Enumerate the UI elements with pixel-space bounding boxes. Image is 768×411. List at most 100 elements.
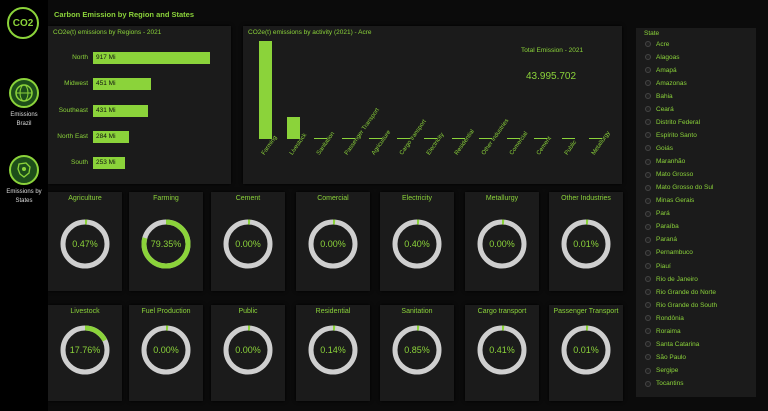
radio-icon[interactable]: [645, 276, 651, 283]
radio-icon[interactable]: [645, 341, 651, 348]
activity-bar[interactable]: [396, 138, 410, 139]
state-item[interactable]: Rio Grande do Norte: [645, 286, 716, 298]
gauge-card[interactable]: Cargo transport 0.41%: [465, 305, 539, 401]
activity-bar[interactable]: [534, 138, 547, 139]
state-item[interactable]: Goiás: [645, 142, 673, 154]
gauge-card[interactable]: Comercial 0.00%: [296, 192, 370, 291]
radio-icon[interactable]: [645, 289, 651, 296]
state-item[interactable]: Alagoas: [645, 51, 680, 63]
gauge-card[interactable]: Residential 0.14%: [296, 305, 370, 401]
radio-icon[interactable]: [645, 197, 651, 204]
gauge-card[interactable]: Metallurgy 0.00%: [465, 192, 539, 291]
radio-icon[interactable]: [645, 54, 651, 61]
state-item[interactable]: Rondônia: [645, 312, 684, 324]
region-bar[interactable]: 917 Mi: [93, 52, 210, 64]
state-item[interactable]: Espírito Santo: [645, 129, 697, 141]
radio-icon[interactable]: [645, 41, 651, 47]
gauge-card[interactable]: Electricity 0.40%: [380, 192, 454, 291]
region-bar[interactable]: 431 Mi: [93, 105, 148, 117]
radio-icon[interactable]: [645, 106, 651, 113]
radio-icon[interactable]: [645, 132, 651, 139]
state-item[interactable]: Paraíba: [645, 221, 679, 233]
state-item[interactable]: São Paulo: [645, 351, 686, 363]
nav-emissions-brazil[interactable]: Emissions Brazil: [5, 78, 43, 129]
region-row[interactable]: North 917 Mi: [48, 52, 231, 64]
region-bar[interactable]: 253 Mi: [93, 157, 125, 169]
nav-emissions-by-states[interactable]: Emissions by States: [5, 155, 43, 206]
activity-bar[interactable]: [506, 138, 520, 139]
region-row[interactable]: South 253 Mi: [48, 157, 231, 169]
state-item[interactable]: Amapá: [645, 64, 677, 76]
activity-bar[interactable]: [424, 138, 437, 139]
state-item[interactable]: Ceará: [645, 103, 674, 115]
activity-category-label: Metallurgy: [591, 130, 612, 157]
radio-icon[interactable]: [645, 249, 651, 256]
state-item[interactable]: Bahia: [645, 90, 673, 102]
state-item[interactable]: Acre: [645, 38, 669, 50]
radio-icon[interactable]: [645, 119, 651, 126]
state-item[interactable]: Minas Gerais: [645, 195, 694, 207]
gauge-fill-arc: [60, 219, 110, 269]
gauge-card[interactable]: Sanitation 0.85%: [380, 305, 454, 401]
radio-icon[interactable]: [645, 223, 651, 230]
radio-icon[interactable]: [645, 302, 651, 309]
activity-bar[interactable]: [341, 138, 355, 139]
region-bar[interactable]: 451 Mi: [93, 78, 151, 90]
region-row[interactable]: Southeast 431 Mi: [48, 105, 231, 117]
nav-emissions-brazil-label: Emissions Brazil: [10, 112, 38, 127]
radio-icon[interactable]: [645, 328, 651, 335]
radio-icon[interactable]: [645, 145, 651, 152]
radio-icon[interactable]: [645, 80, 651, 87]
activity-panel-title: CO2e(t) emissions by activity (2021) - A…: [248, 29, 372, 36]
state-item[interactable]: Pernambuco: [645, 247, 693, 259]
gauge-card[interactable]: Fuel Production 0.00%: [129, 305, 203, 401]
radio-icon[interactable]: [645, 184, 651, 191]
state-item[interactable]: Maranhão: [645, 156, 685, 168]
state-label: Rio de Janeiro: [656, 275, 698, 283]
radio-icon[interactable]: [645, 67, 651, 74]
state-item[interactable]: Amazonas: [645, 77, 687, 89]
activity-bar[interactable]: [369, 138, 382, 139]
region-row[interactable]: North East 284 Mi: [48, 131, 231, 143]
state-item[interactable]: Piauí: [645, 260, 671, 272]
gauge-card[interactable]: Other Industries 0.01%: [549, 192, 623, 291]
state-item[interactable]: Rio de Janeiro: [645, 273, 698, 285]
state-item[interactable]: Rio Grande do South: [645, 299, 717, 311]
gauge-card[interactable]: Cement 0.00%: [211, 192, 285, 291]
region-bar[interactable]: 284 Mi: [93, 131, 129, 143]
radio-icon[interactable]: [645, 354, 651, 361]
region-row[interactable]: Midwest 451 Mi: [48, 78, 231, 90]
state-item[interactable]: Roraima: [645, 325, 681, 337]
activity-bar[interactable]: [479, 138, 492, 139]
activity-bar[interactable]: [314, 137, 327, 139]
gauge-card[interactable]: Farming 79.35%: [129, 192, 203, 291]
radio-icon[interactable]: [645, 210, 651, 217]
activity-bar[interactable]: [259, 41, 272, 139]
radio-icon[interactable]: [645, 171, 651, 178]
activity-bar[interactable]: [589, 138, 602, 139]
state-item[interactable]: Distrito Federal: [645, 116, 700, 128]
radio-icon[interactable]: [645, 236, 651, 243]
gauge-card[interactable]: Livestock 17.76%: [48, 305, 122, 401]
radio-icon[interactable]: [645, 367, 651, 374]
gauge-title: Fuel Production: [141, 308, 191, 315]
state-item[interactable]: Mato Grosso: [645, 169, 693, 181]
radio-icon[interactable]: [645, 380, 651, 387]
state-label: Minas Gerais: [656, 197, 695, 205]
gauge-card[interactable]: Passenger Transport 0.01%: [549, 305, 623, 401]
activity-bar[interactable]: [561, 138, 575, 139]
state-item[interactable]: Santa Catarina: [645, 338, 699, 350]
radio-icon[interactable]: [645, 315, 651, 322]
gauge-card[interactable]: Agriculture 0.47%: [48, 192, 122, 291]
state-item[interactable]: Tocantins: [645, 378, 683, 390]
activity-bar[interactable]: [451, 138, 465, 139]
state-item[interactable]: Paraná: [645, 234, 677, 246]
radio-icon[interactable]: [645, 93, 651, 100]
radio-icon[interactable]: [645, 263, 651, 270]
state-item[interactable]: Sergipe: [645, 365, 678, 377]
gauge-card[interactable]: Public 0.00%: [211, 305, 285, 401]
radio-icon[interactable]: [645, 158, 651, 165]
state-item[interactable]: Mato Grosso do Sul: [645, 182, 713, 194]
activity-bar[interactable]: [286, 117, 300, 139]
state-item[interactable]: Pará: [645, 208, 670, 220]
